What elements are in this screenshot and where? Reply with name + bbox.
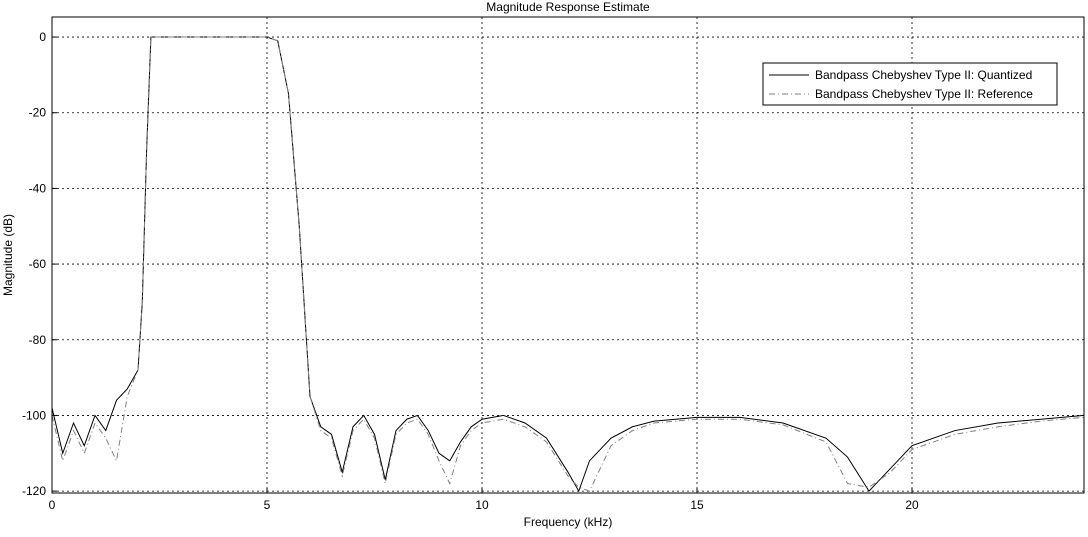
x-axis-label: Frequency (kHz) bbox=[524, 515, 613, 529]
x-tick-label: 10 bbox=[475, 498, 489, 512]
x-tick-label: 0 bbox=[49, 498, 56, 512]
y-tick-label: -120 bbox=[22, 484, 46, 498]
y-tick-label: -100 bbox=[22, 408, 46, 422]
plot-frame bbox=[51, 16, 1085, 494]
legend-box bbox=[762, 62, 1058, 106]
x-tick-label: 20 bbox=[905, 498, 919, 512]
x-tick-label: 5 bbox=[264, 498, 271, 512]
y-tick-label: -80 bbox=[29, 333, 47, 347]
data-line bbox=[51, 36, 1085, 492]
chart-title: Magnitude Response Estimate bbox=[486, 0, 650, 14]
y-tick-label: -60 bbox=[29, 257, 47, 271]
legend-label: Bandpass Chebyshev Type II: Quantized bbox=[815, 68, 1032, 82]
x-tick-label: 15 bbox=[690, 498, 704, 512]
y-tick-label: -20 bbox=[29, 106, 47, 120]
y-tick-label: -40 bbox=[29, 181, 47, 195]
y-axis-label: Magnitude (dB) bbox=[1, 214, 15, 296]
y-tick-label: 0 bbox=[39, 30, 46, 44]
legend-label: Bandpass Chebyshev Type II: Reference bbox=[815, 87, 1033, 101]
